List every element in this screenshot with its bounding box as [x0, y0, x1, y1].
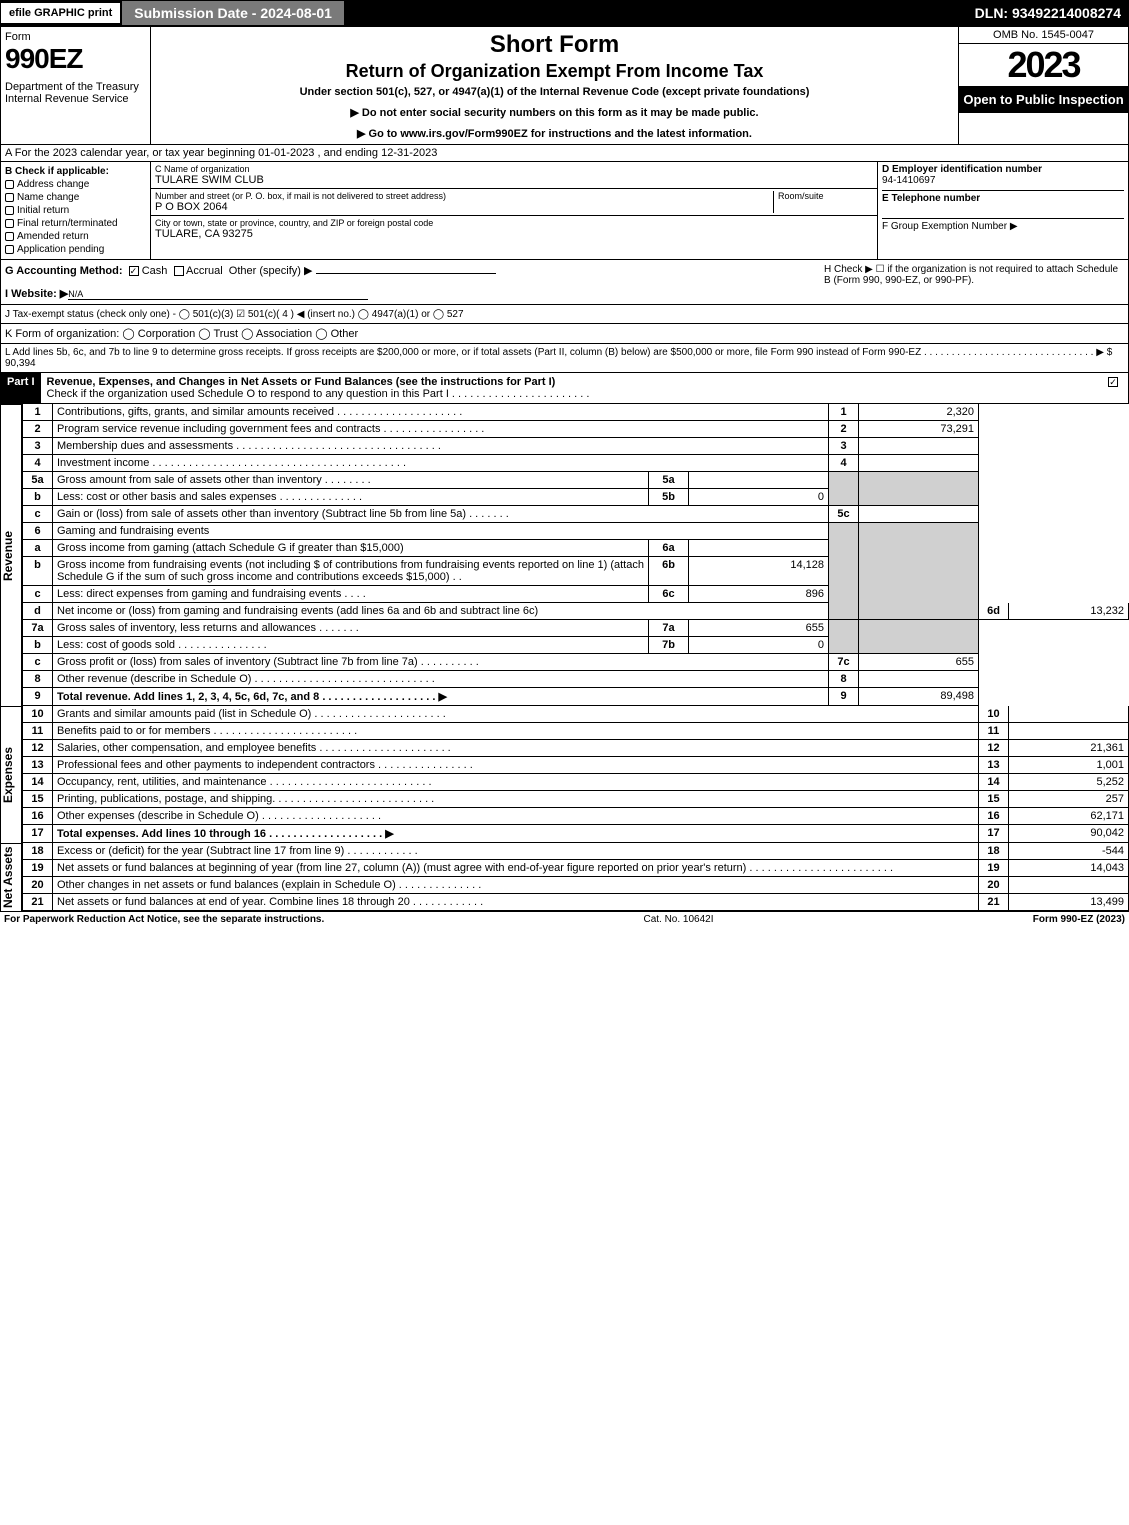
chk-pending[interactable]: Application pending — [5, 244, 146, 255]
line-19: 19Net assets or fund balances at beginni… — [23, 860, 1129, 877]
row-j: J Tax-exempt status (check only one) - ◯… — [0, 305, 1129, 324]
open-public: Open to Public Inspection — [959, 86, 1128, 113]
c-city-label: City or town, state or province, country… — [155, 218, 873, 228]
line-8: 8Other revenue (describe in Schedule O) … — [23, 671, 1129, 688]
chk-accrual[interactable] — [174, 266, 184, 276]
line-17: 17Total expenses. Add lines 10 through 1… — [23, 825, 1129, 843]
revenue-side-label: Revenue — [0, 404, 22, 706]
netassets-side-label: Net Assets — [0, 843, 22, 911]
b-title: B Check if applicable: — [5, 166, 146, 177]
city: TULARE, CA 93275 — [155, 228, 873, 240]
footer-cat: Cat. No. 10642I — [324, 914, 1032, 925]
header-right: OMB No. 1545-0047 2023 Open to Public In… — [958, 27, 1128, 144]
part1-check: Check if the organization used Schedule … — [47, 388, 590, 400]
header-left: Form 990EZ Department of the Treasury In… — [1, 27, 151, 144]
part1-header: Part I Revenue, Expenses, and Changes in… — [0, 373, 1129, 404]
line-6: 6Gaming and fundraising events — [23, 523, 1129, 540]
footer-left: For Paperwork Reduction Act Notice, see … — [4, 914, 324, 925]
line-7a: 7aGross sales of inventory, less returns… — [23, 620, 1129, 637]
line-12: 12Salaries, other compensation, and empl… — [23, 740, 1129, 757]
footer: For Paperwork Reduction Act Notice, see … — [0, 911, 1129, 927]
form-title: Short Form — [155, 31, 954, 59]
chk-amended[interactable]: Amended return — [5, 231, 146, 242]
footer-form: Form 990-EZ (2023) — [1033, 914, 1125, 925]
expenses-table: 10Grants and similar amounts paid (list … — [22, 706, 1129, 843]
col-c: C Name of organization TULARE SWIM CLUB … — [151, 162, 878, 259]
form-label: Form — [5, 31, 146, 43]
line-3: 3Membership dues and assessments . . . .… — [23, 438, 1129, 455]
revenue-section: Revenue 1Contributions, gifts, grants, a… — [0, 404, 1129, 706]
line-14: 14Occupancy, rent, utilities, and mainte… — [23, 774, 1129, 791]
netassets-section: Net Assets 18Excess or (deficit) for the… — [0, 843, 1129, 911]
website-val: N/A — [68, 289, 368, 300]
line-2: 2Program service revenue including gover… — [23, 421, 1129, 438]
form-header: Form 990EZ Department of the Treasury In… — [0, 26, 1129, 145]
col-d: D Employer identification number 94-1410… — [878, 162, 1128, 259]
c-name-label: C Name of organization — [155, 164, 873, 174]
accounting-method: G Accounting Method: Cash Accrual Other … — [5, 264, 824, 277]
chk-address[interactable]: Address change — [5, 179, 146, 190]
line-11: 11Benefits paid to or for members . . . … — [23, 723, 1129, 740]
chk-final[interactable]: Final return/terminated — [5, 218, 146, 229]
revenue-table: 1Contributions, gifts, grants, and simil… — [22, 404, 1129, 706]
line-16: 16Other expenses (describe in Schedule O… — [23, 808, 1129, 825]
efile-print[interactable]: efile GRAPHIC print — [0, 2, 121, 24]
line-5a: 5aGross amount from sale of assets other… — [23, 472, 1129, 489]
line-13: 13Professional fees and other payments t… — [23, 757, 1129, 774]
expenses-section: Expenses 10Grants and similar amounts pa… — [0, 706, 1129, 843]
under-section: Under section 501(c), 527, or 4947(a)(1)… — [155, 86, 954, 98]
ein-label: D Employer identification number — [882, 164, 1124, 175]
note-link[interactable]: ▶ Go to www.irs.gov/Form990EZ for instru… — [155, 127, 954, 140]
chk-cash[interactable] — [129, 266, 139, 276]
line-7c: cGross profit or (loss) from sales of in… — [23, 654, 1129, 671]
row-k: K Form of organization: ◯ Corporation ◯ … — [0, 324, 1129, 344]
org-name: TULARE SWIM CLUB — [155, 174, 873, 186]
line-18: 18Excess or (deficit) for the year (Subt… — [23, 843, 1129, 860]
topbar: efile GRAPHIC print Submission Date - 20… — [0, 0, 1129, 26]
line-21: 21Net assets or fund balances at end of … — [23, 894, 1129, 911]
tel-label: E Telephone number — [882, 190, 1124, 204]
header-center: Short Form Return of Organization Exempt… — [151, 27, 958, 144]
part1-checkbox[interactable] — [1108, 377, 1118, 387]
street: P O BOX 2064 — [155, 201, 773, 213]
col-b-checkboxes: B Check if applicable: Address change Na… — [1, 162, 151, 259]
info-grid: B Check if applicable: Address change Na… — [0, 162, 1129, 260]
h-check: H Check ▶ ☐ if the organization is not r… — [824, 264, 1124, 300]
note-ssn: ▶ Do not enter social security numbers o… — [155, 106, 954, 119]
room-label: Room/suite — [773, 191, 873, 213]
line-15: 15Printing, publications, postage, and s… — [23, 791, 1129, 808]
submission-date: Submission Date - 2024-08-01 — [121, 0, 345, 26]
website-row: I Website: ▶N/A — [5, 287, 824, 300]
line-4: 4Investment income . . . . . . . . . . .… — [23, 455, 1129, 472]
line-9: 9Total revenue. Add lines 1, 2, 3, 4, 5c… — [23, 688, 1129, 706]
part1-title: Revenue, Expenses, and Changes in Net As… — [47, 376, 556, 388]
expenses-side-label: Expenses — [0, 706, 22, 843]
omb-number: OMB No. 1545-0047 — [959, 27, 1128, 44]
form-subtitle: Return of Organization Exempt From Incom… — [155, 61, 954, 82]
ein: 94-1410697 — [882, 175, 1124, 186]
department: Department of the Treasury Internal Reve… — [5, 81, 146, 105]
netassets-table: 18Excess or (deficit) for the year (Subt… — [22, 843, 1129, 911]
row-a: A For the 2023 calendar year, or tax yea… — [0, 145, 1129, 162]
group-exemption: F Group Exemption Number ▶ — [882, 218, 1124, 232]
line-1: 1Contributions, gifts, grants, and simil… — [23, 404, 1129, 421]
line-5c: cGain or (loss) from sale of assets othe… — [23, 506, 1129, 523]
chk-initial[interactable]: Initial return — [5, 205, 146, 216]
row-l: L Add lines 5b, 6c, and 7b to line 9 to … — [0, 344, 1129, 373]
chk-name[interactable]: Name change — [5, 192, 146, 203]
row-gh: G Accounting Method: Cash Accrual Other … — [0, 260, 1129, 305]
dln: DLN: 93492214008274 — [967, 1, 1129, 25]
line-20: 20Other changes in net assets or fund ba… — [23, 877, 1129, 894]
c-street-label: Number and street (or P. O. box, if mail… — [155, 191, 773, 201]
form-number: 990EZ — [5, 43, 146, 75]
part1-label: Part I — [1, 373, 41, 403]
year: 2023 — [959, 44, 1128, 86]
line-10: 10Grants and similar amounts paid (list … — [23, 706, 1129, 723]
